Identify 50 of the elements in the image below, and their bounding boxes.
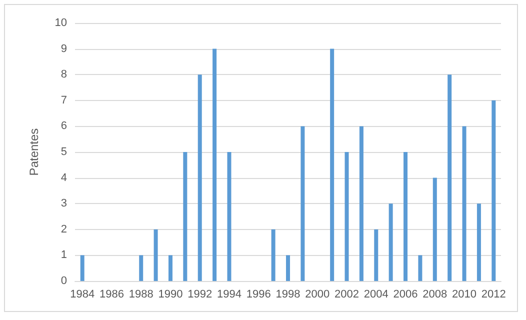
x-tick-label: 2008 <box>422 288 448 300</box>
bar <box>462 126 466 281</box>
bar <box>212 48 217 281</box>
bar <box>359 126 364 281</box>
bar <box>80 255 84 281</box>
bar <box>404 152 408 281</box>
bar <box>448 74 452 281</box>
y-axis-title: Patentes <box>27 128 41 176</box>
x-tick-label: 1998 <box>276 288 300 300</box>
y-tick-label: 9 <box>60 42 67 55</box>
y-tick-label: 4 <box>60 172 67 184</box>
x-tick-label: 1994 <box>217 288 242 300</box>
bar <box>418 255 422 281</box>
bar <box>344 152 349 281</box>
x-tick-label: 1996 <box>246 288 271 300</box>
x-tick-label: 2002 <box>334 288 359 300</box>
bar <box>374 229 378 281</box>
bar <box>432 178 437 281</box>
y-tick-label: 7 <box>60 94 67 106</box>
bar <box>388 204 393 281</box>
x-tick-label: 2000 <box>305 288 330 300</box>
bar <box>154 229 158 281</box>
x-tick-label: 1986 <box>99 288 124 300</box>
x-tick-label: 2006 <box>393 288 418 300</box>
y-tick-label: 8 <box>60 68 67 81</box>
x-tick-label: 1984 <box>70 288 95 300</box>
bar <box>286 255 290 281</box>
bar <box>227 152 232 281</box>
y-tick-label: 6 <box>60 120 67 132</box>
y-tick-label: 1 <box>60 249 67 262</box>
y-tick-label: 0 <box>60 275 67 287</box>
x-tick-label: 2012 <box>481 288 506 300</box>
bar <box>330 48 334 281</box>
x-tick-label: 1990 <box>158 288 183 300</box>
x-tick-label: 2010 <box>452 288 477 300</box>
y-tick-label: 3 <box>60 198 67 210</box>
x-tick-label: 2004 <box>364 288 388 300</box>
bar <box>476 204 481 281</box>
y-tick-label: 2 <box>60 223 67 236</box>
y-tick-label: 10 <box>54 17 67 29</box>
x-tick-label: 1988 <box>128 288 154 300</box>
bar <box>300 126 305 281</box>
bar <box>271 229 276 281</box>
bar <box>198 74 202 281</box>
bar <box>183 152 188 281</box>
bar <box>139 255 144 281</box>
bar <box>168 255 172 281</box>
y-tick-label: 5 <box>60 146 67 158</box>
x-tick-label: 1992 <box>188 288 212 300</box>
bar <box>492 100 496 281</box>
